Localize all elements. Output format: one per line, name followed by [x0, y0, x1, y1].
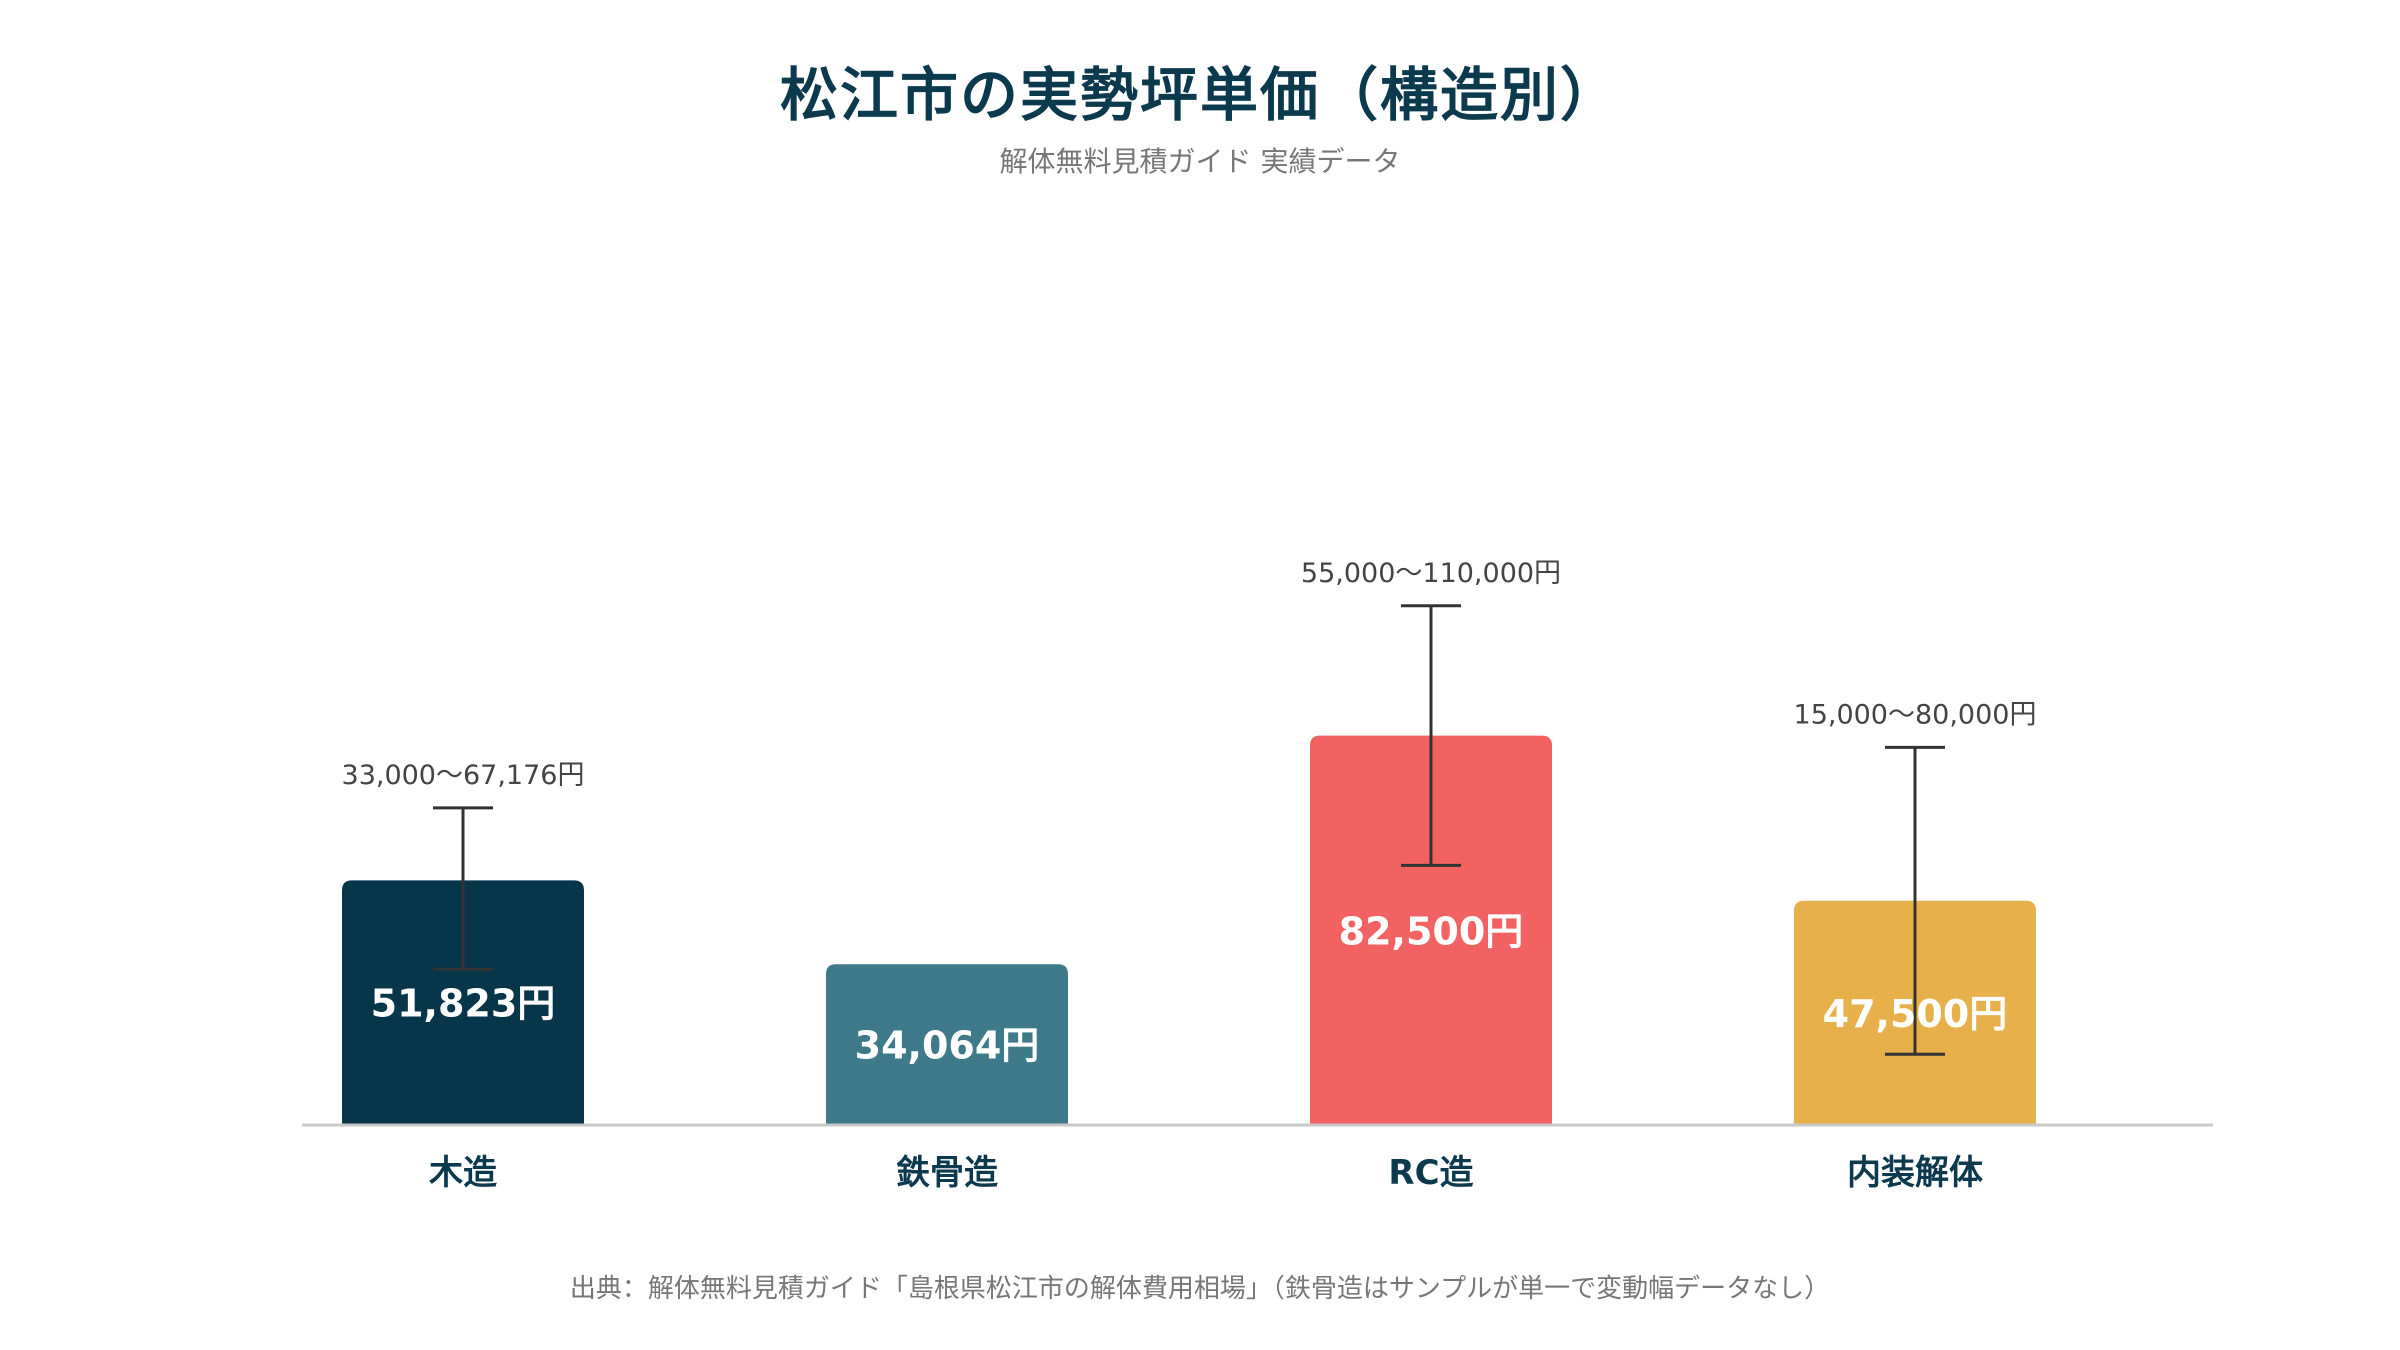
range-label-1: 33,000〜67,176円	[342, 760, 585, 791]
category-label-1: 木造	[428, 1153, 497, 1193]
range-label-4: 15,000〜80,000円	[1794, 699, 2037, 730]
range-label-3: 55,000〜110,000円	[1301, 558, 1561, 589]
chart-subtitle: 解体無料見積ガイド 実績データ	[999, 145, 1401, 178]
category-label-2: 鉄骨造	[896, 1153, 998, 1193]
bar-value-label-3: 82,500円	[1339, 909, 1524, 953]
category-label-3: RC造	[1388, 1153, 1473, 1193]
range-errorbar-4	[1885, 745, 1945, 1056]
bar-1	[342, 880, 584, 1125]
bar-value-label-1: 51,823円	[371, 982, 556, 1026]
bar-value-label-4: 47,500円	[1823, 992, 2008, 1036]
range-errorbar-1	[433, 806, 493, 971]
bar-value-label-2: 34,064円	[855, 1024, 1040, 1068]
range-errorbar-3	[1401, 604, 1461, 867]
category-label-4: 内装解体	[1847, 1153, 1983, 1193]
bar-3	[1310, 735, 1552, 1125]
bar-2	[826, 964, 1068, 1125]
source-note: 出典：解体無料見積ガイド「島根県松江市の解体費用相場」（鉄骨造はサンプルが単一で…	[569, 1274, 1831, 1304]
chart-title: 松江市の実勢坪単価（構造別）	[779, 61, 1620, 129]
